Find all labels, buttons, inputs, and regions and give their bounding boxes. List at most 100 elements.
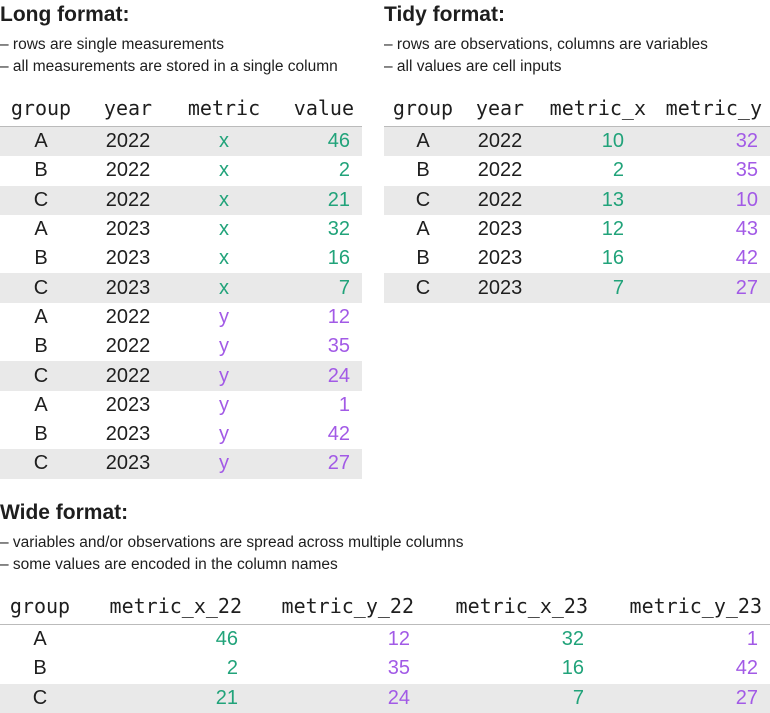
table-row: B 2022 y 35: [0, 332, 362, 361]
cell-year: 2023: [477, 218, 523, 241]
cell-year: 2022: [105, 305, 151, 328]
table-row: C 2022 y 24: [0, 361, 362, 391]
cell-group: C: [0, 273, 82, 303]
cell-value: 12: [327, 305, 350, 328]
table-row: C 2023 7 27: [384, 273, 770, 303]
table-row: B 2023 16 42: [384, 244, 770, 273]
cell-value: 21: [274, 185, 362, 215]
column-header-group: group: [0, 90, 82, 127]
cell-year: 2022: [105, 159, 151, 182]
cell-metric-y: 35: [735, 159, 758, 182]
cell-value: 24: [274, 361, 362, 391]
column-header-metric: metric: [174, 90, 274, 127]
cell-metric: x: [219, 159, 229, 182]
table-header-row: group year metric_x metric_y: [384, 90, 770, 127]
cell-value: 27: [274, 449, 362, 479]
cell-metric-x: 13: [538, 185, 654, 215]
cell-group: A: [34, 218, 48, 241]
cell-metric: y: [219, 335, 229, 358]
column-header-year: year: [462, 90, 538, 127]
cell-metric-x-22: 2: [226, 657, 238, 680]
table-row: A 2022 y 12: [0, 303, 362, 332]
cell-metric: x: [174, 126, 274, 157]
cell-metric: x: [174, 185, 274, 215]
cell-value: 2: [338, 159, 350, 182]
cell-metric: y: [219, 305, 229, 328]
cell-year: 2023: [82, 273, 174, 303]
cell-metric-y-23: 27: [596, 683, 770, 713]
table-row: A 2023 12 43: [384, 215, 770, 244]
cell-metric-x-23: 32: [561, 628, 584, 651]
wide-format-section: Wide format: – variables and/or observat…: [0, 500, 770, 713]
cell-year: 2022: [105, 335, 151, 358]
long-format-note: – rows are single measurements: [0, 36, 224, 53]
column-header-metric-y-22: metric_y_22: [250, 588, 422, 625]
cell-group: C: [0, 449, 82, 479]
cell-metric-y: 27: [654, 273, 770, 303]
table-row: A 2022 x 46: [0, 126, 362, 157]
table-row: C 2023 x 7: [0, 273, 362, 303]
cell-metric-x-23: 7: [422, 683, 596, 713]
long-format-section: Long format: – rows are single measureme…: [0, 2, 364, 479]
cell-value: 7: [274, 273, 362, 303]
cell-metric-x: 2: [612, 159, 624, 182]
cell-metric: y: [219, 393, 229, 416]
table-row: A 2023 x 32: [0, 215, 362, 244]
cell-metric: y: [174, 449, 274, 479]
cell-group: B: [34, 159, 48, 182]
cell-year: 2023: [82, 449, 174, 479]
cell-metric-x: 16: [601, 247, 624, 270]
cell-group: B: [34, 423, 48, 446]
cell-metric-x: 12: [601, 218, 624, 241]
table-row: A 46 12 32 1: [0, 625, 770, 655]
cell-value: 1: [338, 393, 350, 416]
long-format-note: – all measurements are stored in a singl…: [0, 58, 338, 75]
cell-group: A: [34, 305, 48, 328]
table-row: B 2 35 16 42: [0, 654, 770, 683]
cell-group: C: [384, 273, 462, 303]
table-row: C 2022 13 10: [384, 185, 770, 215]
wide-format-note: – variables and/or observations are spre…: [0, 534, 464, 551]
table-row: C 2023 y 27: [0, 449, 362, 479]
cell-group: A: [0, 126, 82, 157]
column-header-metric-x-23: metric_x_23: [422, 588, 596, 625]
cell-year: 2023: [462, 273, 538, 303]
table-header-row: group metric_x_22 metric_y_22 metric_x_2…: [0, 588, 770, 625]
cell-value: 42: [327, 423, 350, 446]
cell-year: 2023: [105, 393, 151, 416]
cell-group: B: [416, 159, 430, 182]
cell-year: 2023: [105, 218, 151, 241]
cell-year: 2023: [105, 423, 151, 446]
cell-group: B: [34, 335, 48, 358]
cell-metric: x: [219, 218, 229, 241]
cell-group: B: [33, 657, 47, 680]
cell-metric-x-22: 21: [80, 683, 250, 713]
table-row: B 2023 x 16: [0, 244, 362, 273]
table-header-row: group year metric value: [0, 90, 362, 127]
table-row: C 21 24 7 27: [0, 683, 770, 713]
column-header-value: value: [274, 90, 362, 127]
cell-metric-y: 42: [735, 247, 758, 270]
column-header-metric-y-23: metric_y_23: [596, 588, 770, 625]
column-header-year: year: [82, 90, 174, 127]
tidy-format-section: Tidy format: – rows are observations, co…: [384, 2, 770, 303]
cell-metric-y-22: 24: [250, 683, 422, 713]
cell-metric: x: [174, 273, 274, 303]
cell-metric-y: 43: [735, 218, 758, 241]
tidy-format-table: group year metric_x metric_y A 2022 10 3…: [384, 90, 770, 303]
long-format-table: group year metric value A 2022 x 46 B 20…: [0, 90, 362, 479]
cell-group: B: [416, 247, 430, 270]
cell-metric-y-22: 12: [387, 628, 410, 651]
cell-group: C: [0, 361, 82, 391]
cell-metric-x: 7: [538, 273, 654, 303]
cell-metric-y-23: 1: [746, 628, 758, 651]
table-row: B 2022 2 35: [384, 156, 770, 185]
cell-metric-x-22: 46: [215, 628, 238, 651]
column-header-group: group: [384, 90, 462, 127]
table-row: A 2022 10 32: [384, 126, 770, 157]
long-format-title: Long format:: [0, 3, 130, 26]
cell-metric-y-22: 35: [387, 657, 410, 680]
cell-value: 16: [327, 247, 350, 270]
cell-metric: x: [219, 247, 229, 270]
wide-format-table: group metric_x_22 metric_y_22 metric_x_2…: [0, 588, 770, 713]
